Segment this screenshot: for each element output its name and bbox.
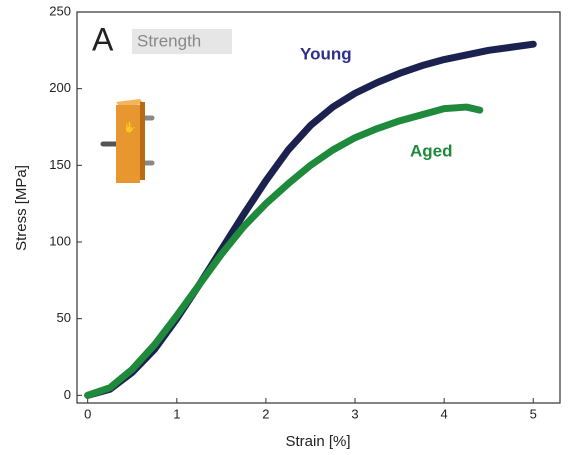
panel-label: A bbox=[92, 21, 114, 57]
specimen-icon: ✋ bbox=[100, 99, 155, 183]
x-tick-label: 4 bbox=[441, 406, 448, 421]
x-tick-label: 0 bbox=[84, 406, 91, 421]
x-axis-label: Strain [%] bbox=[285, 433, 350, 450]
annotation: Strength bbox=[137, 31, 201, 50]
y-tick-label: 250 bbox=[49, 3, 71, 18]
y-axis-label: Stress [MPa] bbox=[13, 165, 30, 251]
y-tick-label: 0 bbox=[64, 387, 71, 402]
x-tick-label: 1 bbox=[173, 406, 180, 421]
y-tick-label: 150 bbox=[49, 157, 71, 172]
series-line bbox=[84, 103, 484, 399]
svg-text:✋: ✋ bbox=[123, 121, 137, 134]
x-tick-label: 2 bbox=[262, 406, 269, 421]
x-tick-label: 3 bbox=[351, 406, 358, 421]
series-label: Young bbox=[300, 44, 352, 63]
y-tick-label: 50 bbox=[57, 310, 71, 325]
series-label: Aged bbox=[410, 141, 453, 160]
y-tick-label: 100 bbox=[49, 233, 71, 248]
y-tick-label: 200 bbox=[49, 80, 71, 95]
plot-frame bbox=[76, 11, 561, 404]
annotation-box bbox=[132, 29, 232, 54]
x-tick-label: 5 bbox=[530, 406, 537, 421]
